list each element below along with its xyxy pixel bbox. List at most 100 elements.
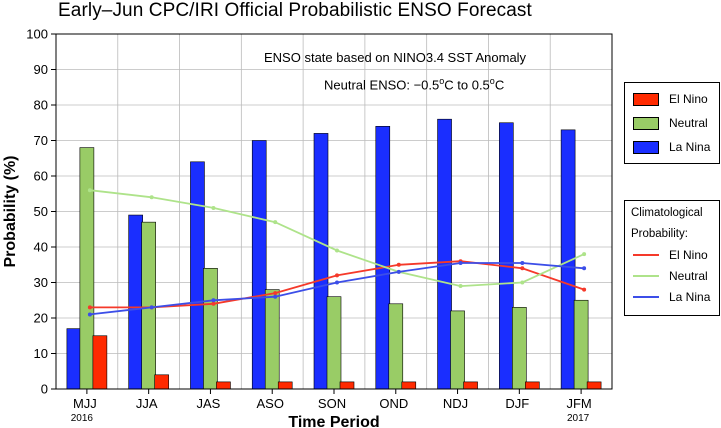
legend-label-neutral: Neutral: [669, 116, 708, 130]
y-tick-label: 20: [34, 311, 48, 326]
bar-el-nino: [92, 335, 108, 390]
bar-la-nina: [251, 140, 267, 390]
chart-title: Early–Jun CPC/IRI Official Probabilistic…: [58, 0, 532, 21]
clim-point-la-nina: [458, 260, 463, 265]
bar-la-nina: [313, 133, 329, 390]
axis-labels: 0 10 20 30 40 50 60 70 80 90 100 MJJ JJA JAS ASO SON OND…: [2, 27, 592, 428]
legend-item-neutral: Neutral: [633, 115, 708, 131]
x-tick-label: DJF: [505, 396, 529, 411]
bar-neutral: [264, 289, 280, 390]
climatology-lines: [87, 188, 587, 317]
x-tick-label: OND: [379, 396, 408, 411]
y-tick-label: 0: [41, 382, 48, 397]
clim-legend-label-el-nino: El Nino: [669, 248, 708, 262]
bar-neutral: [326, 296, 342, 390]
legend: El Nino Neutral La Nina: [624, 82, 720, 164]
bar-la-nina: [375, 126, 391, 390]
clim-legend-item-neutral: Neutral: [633, 268, 708, 284]
bar-neutral: [388, 303, 404, 390]
bar-la-nina: [190, 161, 205, 390]
year-label-start: 2016: [71, 413, 94, 424]
legend-item-la-nina: La Nina: [633, 139, 710, 155]
y-tick-label: 60: [34, 169, 48, 184]
bar-neutral: [141, 221, 156, 390]
x-tick-label: JFM: [566, 396, 591, 411]
bar-el-nino: [525, 381, 540, 390]
bar-la-nina: [437, 118, 452, 390]
clim-neutral-line: [633, 275, 659, 277]
bar-neutral: [512, 307, 527, 390]
bar-el-nino: [401, 381, 417, 390]
clim-point-neutral: [149, 195, 154, 200]
bar-neutral: [79, 147, 95, 390]
bar-el-nino: [154, 374, 169, 390]
year-label-end: 2017: [567, 413, 590, 424]
clim-la-nina-line: [633, 296, 659, 298]
clim-point-la-nina: [149, 305, 154, 310]
clim-point-el-nino: [520, 266, 525, 271]
clim-point-la-nina: [335, 280, 339, 285]
clim-point-neutral: [335, 248, 339, 253]
clim-point-la-nina: [520, 260, 525, 265]
x-tick-label: JJA: [136, 396, 158, 411]
legend-label-la-nina: La Nina: [669, 140, 711, 154]
bar-neutral: [450, 310, 465, 390]
clim-point-neutral: [211, 205, 216, 210]
climatology-legend: Climatological Probability: El Nino Neut…: [624, 200, 720, 316]
clim-point-el-nino: [582, 287, 587, 292]
bar-la-nina: [128, 214, 143, 390]
clim-point-la-nina: [273, 294, 278, 299]
bar-neutral: [203, 267, 218, 390]
clim-legend-subtitle: Probability:: [631, 228, 688, 240]
clim-point-neutral: [87, 188, 92, 193]
clim-point-el-nino: [396, 262, 401, 267]
bar-el-nino: [339, 381, 355, 390]
clim-legend-label-la-nina: La Nina: [669, 290, 711, 304]
bar-la-nina: [499, 122, 514, 390]
bars: [66, 118, 602, 390]
clim-point-el-nino: [335, 273, 339, 278]
clim-point-neutral: [458, 284, 463, 289]
clim-legend-item-el-nino: El Nino: [633, 247, 708, 263]
clim-point-el-nino: [273, 291, 278, 296]
bar-el-nino: [586, 381, 602, 390]
x-tick-label: ASO: [256, 396, 283, 411]
y-tick-label: 100: [26, 27, 48, 42]
y-tick-label: 70: [34, 133, 48, 148]
clim-legend-label-neutral: Neutral: [669, 269, 708, 283]
legend-label-el-nino: El Nino: [669, 92, 708, 106]
annotation-neutral-range: Neutral ENSO: −0.5oC to 0.5oC: [324, 76, 505, 93]
y-tick-label: 50: [34, 204, 48, 219]
annotation-nino34: ENSO state based on NINO3.4 SST Anomaly: [264, 50, 527, 65]
x-tick-label: NDJ: [443, 396, 468, 411]
bar-neutral: [573, 299, 589, 390]
clim-point-el-nino: [87, 305, 92, 310]
x-tick-label: SON: [318, 396, 346, 411]
neutral-swatch: [633, 116, 659, 130]
legend-item-el-nino: El Nino: [633, 91, 708, 107]
x-tick-label: MJJ: [73, 396, 97, 411]
bar-el-nino: [216, 381, 231, 390]
clim-el-nino-line: [633, 254, 659, 256]
axes: [51, 33, 613, 394]
clim-point-la-nina: [211, 298, 216, 303]
y-tick-label: 40: [34, 240, 48, 255]
clim-legend-title: Climatological: [631, 207, 703, 219]
clim-point-la-nina: [87, 312, 92, 317]
el-nino-swatch: [633, 92, 659, 106]
y-tick-label: 80: [34, 98, 48, 113]
bar-el-nino: [277, 381, 293, 390]
y-tick-label: 30: [34, 275, 48, 290]
y-tick-label: 90: [34, 62, 48, 77]
la-nina-swatch: [633, 140, 659, 154]
clim-point-neutral: [520, 280, 525, 285]
bar-la-nina: [66, 328, 82, 390]
clim-point-neutral: [273, 220, 278, 225]
x-axis-title: Time Period: [288, 414, 379, 428]
bar-el-nino: [463, 381, 478, 390]
clim-point-el-nino: [211, 301, 216, 306]
clim-point-la-nina: [396, 269, 401, 274]
clim-point-neutral: [582, 252, 587, 257]
clim-legend-item-la-nina: La Nina: [633, 289, 710, 305]
